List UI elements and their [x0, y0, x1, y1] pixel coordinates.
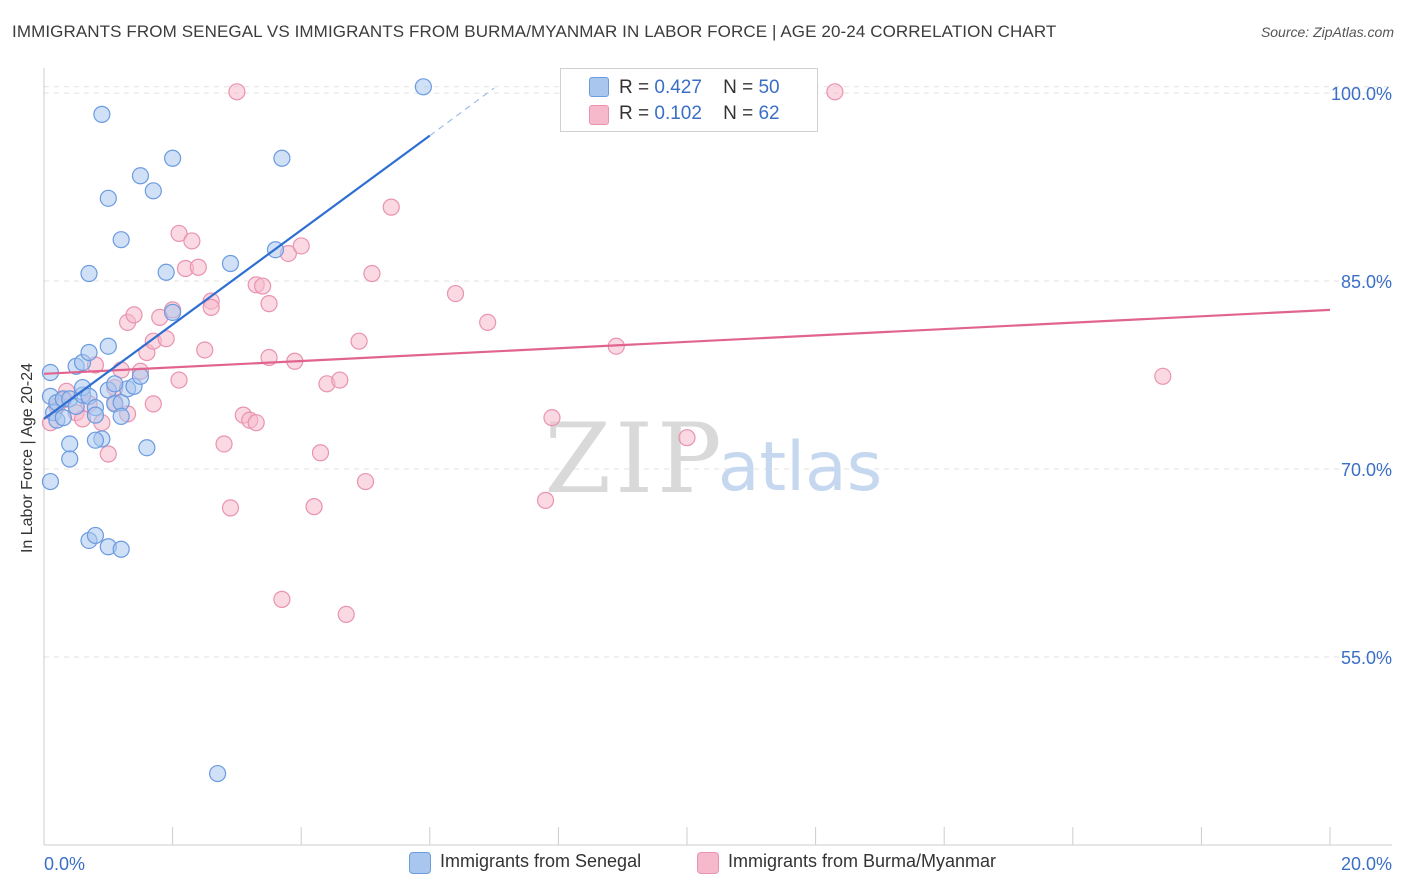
- y-tick-label: 70.0%: [1341, 460, 1392, 480]
- senegal-point: [131, 367, 150, 385]
- burma-point: [221, 499, 240, 517]
- burma-point: [189, 258, 207, 276]
- burma-point: [99, 445, 117, 463]
- burma-point: [157, 330, 175, 348]
- senegal-point: [138, 439, 156, 457]
- chart-title: IMMIGRANTS FROM SENEGAL VS IMMIGRANTS FR…: [12, 22, 1057, 41]
- tick-labels: 55.0% 70.0% 85.0% 100.0% 0.0% 20.0%: [44, 84, 1392, 874]
- y-axis-label: In Labor Force | Age 20-24: [19, 362, 36, 554]
- senegal-point: [86, 431, 105, 449]
- burma-point: [311, 444, 330, 462]
- burma-legend-row: R = 0.102 N = 62: [619, 103, 780, 125]
- y-tick-label: 100.0%: [1331, 84, 1392, 104]
- burma-point: [170, 371, 188, 389]
- burma-point: [337, 605, 355, 624]
- senegal-trend-line: [43, 134, 431, 420]
- senegal-point: [144, 182, 162, 200]
- senegal-point: [86, 526, 105, 545]
- senegal-point: [112, 231, 130, 249]
- burma-point: [479, 313, 497, 332]
- burma-point: [228, 83, 246, 101]
- senegal-point: [99, 189, 117, 207]
- burma-point: [382, 198, 400, 216]
- source-label: Source: ZipAtlas.com: [1260, 24, 1394, 40]
- senegal-legend-swatch: [589, 77, 609, 97]
- trend-lines: [43, 87, 1331, 420]
- burma-point: [350, 332, 368, 350]
- burma-point: [678, 429, 696, 447]
- senegal-point: [221, 254, 240, 273]
- burma-point: [543, 409, 561, 427]
- burma-point: [125, 306, 143, 324]
- senegal-point: [61, 435, 79, 453]
- burma-n-value: 62: [758, 103, 780, 124]
- burma-point: [144, 395, 162, 413]
- senegal-point: [54, 409, 72, 427]
- burma-point: [1154, 367, 1172, 385]
- senegal-bottom-legend: Immigrants from Senegal: [440, 851, 642, 871]
- burma-point: [273, 590, 291, 608]
- x-tick-label-max: 20.0%: [1341, 854, 1392, 874]
- senegal-legend-row: R = 0.427 N = 50: [619, 77, 780, 99]
- burma-point: [826, 83, 844, 101]
- senegal-point: [164, 149, 182, 167]
- senegal-point: [86, 406, 105, 424]
- senegal-point: [106, 375, 124, 393]
- burma-point: [292, 237, 310, 255]
- senegal-point: [131, 167, 150, 185]
- senegal-bottom-swatch: [409, 852, 431, 874]
- senegal-points: [41, 78, 432, 783]
- senegal-point: [80, 343, 98, 362]
- senegal-point: [112, 540, 130, 558]
- burma-point: [196, 341, 214, 359]
- senegal-point: [41, 472, 60, 491]
- senegal-point: [112, 407, 130, 425]
- r-label: R =: [619, 77, 650, 98]
- n-label: N =: [723, 77, 754, 98]
- senegal-point: [99, 337, 117, 355]
- burma-point: [356, 472, 375, 491]
- burma-point: [305, 498, 323, 516]
- burma-points: [41, 83, 1172, 624]
- senegal-n-value: 50: [758, 77, 780, 98]
- burma-legend-swatch: [589, 105, 609, 125]
- senegal-point: [273, 149, 291, 167]
- senegal-trend-extension: [429, 87, 495, 137]
- senegal-point: [164, 303, 182, 321]
- burma-point: [170, 224, 188, 243]
- burma-bottom-swatch: [697, 852, 719, 874]
- y-tick-label: 85.0%: [1341, 272, 1392, 292]
- senegal-r-value: 0.427: [654, 77, 702, 98]
- n-label: N =: [723, 103, 754, 124]
- y-tick-label: 55.0%: [1341, 648, 1392, 668]
- senegal-point: [93, 105, 111, 123]
- burma-point: [363, 264, 381, 283]
- senegal-point: [414, 78, 432, 96]
- watermark-atlas: atlas: [718, 428, 882, 507]
- stats-legend: R = 0.427 N = 50 R = 0.102 N = 62: [560, 68, 818, 132]
- burma-point: [202, 298, 220, 316]
- burma-point: [254, 277, 272, 295]
- axes: [43, 68, 1392, 846]
- x-tick-label-min: 0.0%: [44, 854, 85, 874]
- burma-point: [331, 371, 349, 389]
- burma-point: [536, 491, 555, 509]
- burma-point: [247, 414, 265, 432]
- burma-point: [260, 295, 278, 313]
- r-label: R =: [619, 103, 650, 124]
- burma-point: [183, 232, 201, 250]
- burma-point: [446, 284, 465, 303]
- burma-trend-line: [43, 308, 1331, 375]
- gridlines: [44, 86, 1390, 658]
- burma-r-value: 0.102: [654, 103, 702, 124]
- burma-bottom-legend: Immigrants from Burma/Myanmar: [728, 851, 997, 871]
- watermark-zip: ZIP: [544, 403, 725, 515]
- senegal-point: [61, 450, 79, 468]
- senegal-point: [157, 263, 175, 281]
- senegal-point: [80, 264, 98, 283]
- senegal-point: [209, 764, 227, 783]
- burma-point: [215, 435, 233, 453]
